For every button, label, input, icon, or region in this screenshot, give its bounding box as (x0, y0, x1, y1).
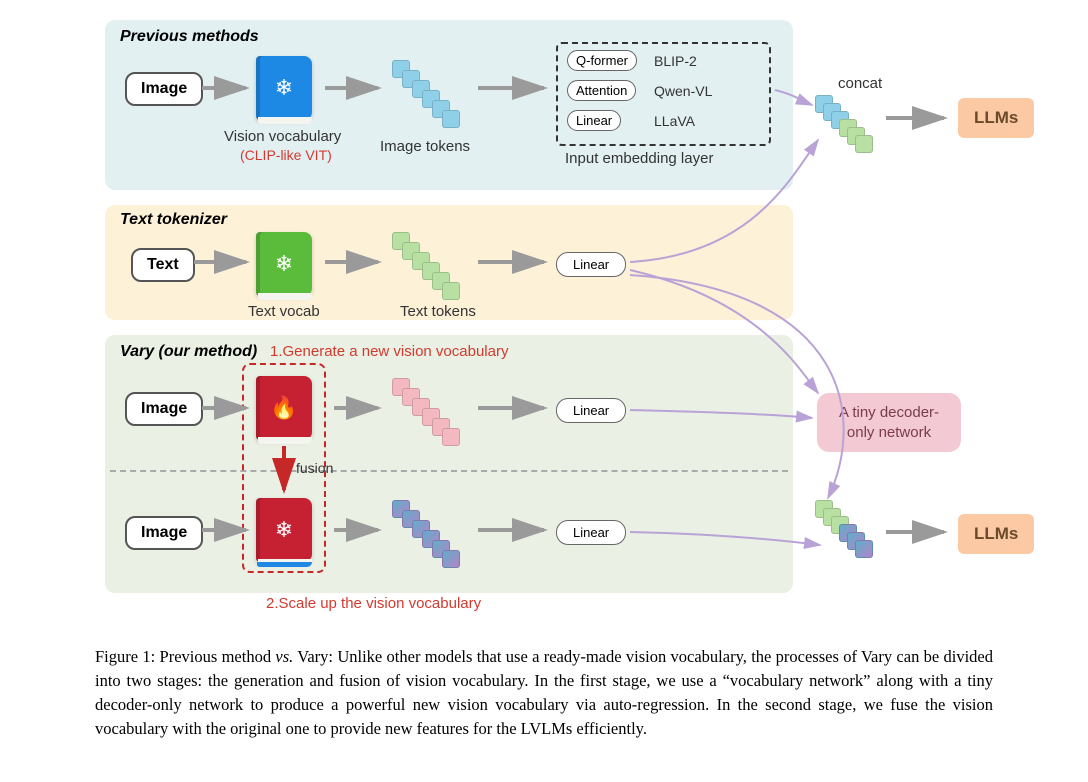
step1-label: 1.Generate a new vision vocabulary (270, 343, 508, 360)
caption-prefix: Figure 1: Previous method (95, 647, 275, 666)
prev-vocab-sub: (CLIP-like VIT) (240, 147, 332, 163)
method-1-name: Qwen-VL (654, 83, 712, 99)
ours-linear-1: Linear (556, 398, 626, 423)
method-0-layer: Q-former (567, 50, 637, 71)
ours-divider (110, 470, 788, 472)
prev-input: Image (125, 72, 203, 106)
llms-2: LLMs (958, 514, 1034, 554)
title-ours: Vary (our method) (120, 343, 257, 361)
step2-label: 2.Scale up the vision vocabulary (266, 595, 481, 612)
ours-input-1: Image (125, 392, 203, 426)
method-2-name: LLaVA (654, 113, 695, 129)
snowflake-icon: ❄ (275, 517, 293, 543)
snowflake-icon: ❄ (275, 251, 293, 277)
ours-input-2: Image (125, 516, 203, 550)
method-1-layer: Attention (567, 80, 636, 101)
green-book-icon: ❄ (256, 232, 312, 296)
text-vocab-label: Text vocab (248, 303, 320, 320)
llms-1: LLMs (958, 98, 1034, 138)
figure-caption: Figure 1: Previous method vs. Vary: Unli… (95, 645, 993, 741)
prev-tokens-label: Image tokens (380, 138, 470, 155)
title-previous: Previous methods (120, 28, 259, 46)
decoder-label: A tiny decoder-only network (839, 404, 939, 441)
method-2-layer: Linear (567, 110, 621, 131)
fusion-label: fusion (296, 460, 333, 476)
blue-book-icon: ❄ (256, 56, 312, 120)
fused-stripe (257, 562, 312, 567)
caption-vs: vs. (275, 647, 293, 666)
red-book-2-icon: ❄ (256, 498, 312, 562)
concat-label: concat (838, 75, 882, 92)
text-tokens-label: Text tokens (400, 303, 476, 320)
snowflake-icon: ❄ (275, 75, 293, 101)
title-text: Text tokenizer (120, 211, 227, 229)
prev-vocab-label: Vision vocabulary (224, 128, 341, 145)
ours-linear-2: Linear (556, 520, 626, 545)
text-input: Text (131, 248, 195, 282)
decoder-box: A tiny decoder-only network (817, 393, 961, 452)
embedding-label: Input embedding layer (565, 150, 713, 167)
method-0-name: BLIP-2 (654, 53, 697, 69)
text-linear: Linear (556, 252, 626, 277)
